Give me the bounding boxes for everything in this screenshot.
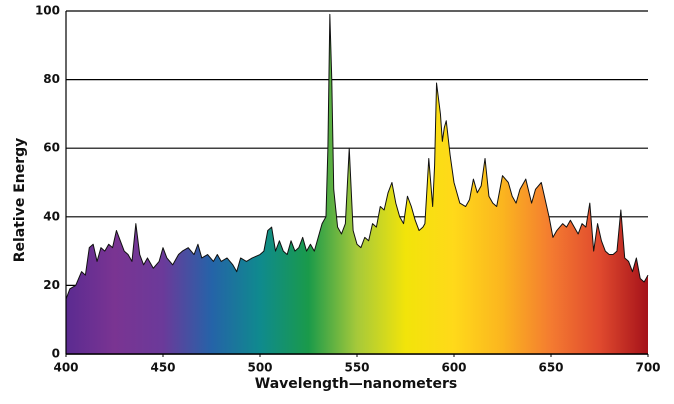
line [65,13,649,300]
x-tick-label: 500 [247,361,272,375]
x-tick-label: 600 [441,361,466,375]
x-tick-label: 700 [635,361,660,375]
y-tick-label: 60 [43,141,60,155]
x-axis-title: Wavelength—nanometers [255,376,457,392]
y-axis-title: Relative Energy [12,138,28,263]
x-tick-label: 650 [538,361,563,375]
x-tick-label: 400 [53,361,78,375]
y-tick-label: 40 [43,209,60,223]
x-tick-label: 450 [150,361,175,375]
area [66,14,648,355]
x-tick-label: 550 [344,361,369,375]
y-tick-label: 20 [43,278,60,292]
y-tick-label: 0 [52,347,60,361]
y-tick-label: 80 [43,72,60,86]
y-tick-label: 100 [35,4,60,18]
